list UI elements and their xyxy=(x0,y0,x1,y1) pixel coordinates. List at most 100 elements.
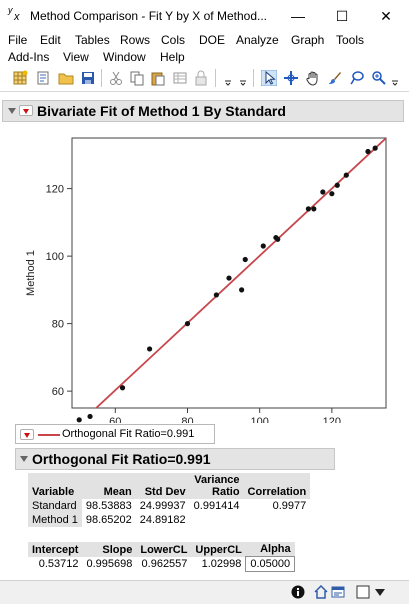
table-cell xyxy=(244,513,311,527)
y-tick-label: 60 xyxy=(52,386,64,398)
lock-icon[interactable] xyxy=(193,70,209,86)
plot-frame xyxy=(71,137,387,409)
y-tick-label: 100 xyxy=(46,251,64,263)
table-cell: 0.53712 xyxy=(38,558,79,570)
report-area: Bivariate Fit of Method 1 By Standard 60… xyxy=(0,93,409,580)
data-point xyxy=(343,172,349,178)
table-header: Correlation xyxy=(243,473,311,499)
data-point xyxy=(311,206,317,212)
data-point xyxy=(260,243,266,249)
section-title: Orthogonal Fit Ratio=0.991 xyxy=(32,451,211,467)
save-icon[interactable] xyxy=(80,70,96,86)
close-button[interactable]: ✕ xyxy=(380,8,392,24)
fit-line-swatch xyxy=(38,434,60,436)
info-icon[interactable] xyxy=(291,585,305,599)
menu-tables[interactable]: Tables xyxy=(75,33,110,47)
table-cell: Method 1 xyxy=(28,513,82,527)
lasso-icon[interactable] xyxy=(349,70,365,86)
menu-tools[interactable]: Tools xyxy=(336,33,365,47)
menu-analyze[interactable]: Analyze xyxy=(236,33,279,47)
brush-icon[interactable] xyxy=(327,70,343,86)
menu-view[interactable]: View xyxy=(63,50,89,64)
crosshair-icon[interactable] xyxy=(283,70,299,86)
alpha-input[interactable]: 0.05000 xyxy=(245,556,296,572)
table-header: Mean xyxy=(81,473,136,499)
table-row: Method 1 98.65202 24.89182 xyxy=(28,513,310,527)
toolbar-separator xyxy=(253,69,254,87)
data-point xyxy=(305,206,312,212)
legend-label: Orthogonal Fit Ratio=0.991 xyxy=(62,428,195,440)
new-script-icon[interactable] xyxy=(35,70,51,86)
orthogonal-stats-table: Variable Mean Std Dev Variance Ratio Cor… xyxy=(28,473,311,527)
table-cell xyxy=(190,513,244,527)
toolbar-overflow-icon[interactable] xyxy=(223,70,233,86)
maximize-button[interactable]: ☐ xyxy=(335,8,349,24)
data-point xyxy=(87,413,93,420)
table-cell: 1.02998 xyxy=(201,558,242,570)
y-tick-label: 120 xyxy=(46,184,64,196)
home-icon[interactable] xyxy=(314,585,328,599)
table-cell: 24.99937 xyxy=(139,500,186,512)
new-data-table-icon[interactable] xyxy=(12,70,28,86)
x-tick-label: 100 xyxy=(250,416,268,423)
x-tick-label: 120 xyxy=(323,416,341,423)
disclosure-icon[interactable] xyxy=(20,456,28,462)
scatter-plot[interactable]: 60801001206080100120StandardMethod 1 xyxy=(0,128,409,423)
toolbar-overflow-icon[interactable] xyxy=(390,70,400,86)
bivariate-outline-header[interactable]: Bivariate Fit of Method 1 By Standard xyxy=(2,100,404,122)
disclosure-icon[interactable] xyxy=(8,108,16,114)
data-table-icon[interactable] xyxy=(172,70,188,86)
window-list-icon[interactable] xyxy=(331,585,345,599)
menu-rows[interactable]: Rows xyxy=(120,33,151,47)
table-cell: 0.962557 xyxy=(141,558,188,570)
status-bar xyxy=(0,580,409,604)
minimize-button[interactable]: — xyxy=(291,8,305,24)
data-point xyxy=(242,256,248,263)
fit-params-table: Intercept Slope LowerCL UpperCL Alpha 0.… xyxy=(28,542,296,572)
toolbar-overflow-icon[interactable] xyxy=(238,70,248,86)
table-cell: 24.89182 xyxy=(139,514,186,526)
hand-grabber-icon[interactable] xyxy=(305,70,321,86)
menu-graph[interactable]: Graph xyxy=(291,33,325,47)
magnifier-icon[interactable] xyxy=(371,70,387,86)
open-folder-icon[interactable] xyxy=(58,70,74,86)
menu-window[interactable]: Window xyxy=(103,50,146,64)
table-header: Std Dev xyxy=(135,473,190,499)
data-point xyxy=(275,236,281,242)
x-tick-label: 60 xyxy=(109,416,121,423)
menu-file[interactable]: File xyxy=(8,33,28,47)
table-cell: 98.65202 xyxy=(85,514,132,526)
menu-cols[interactable]: Cols xyxy=(161,33,186,47)
menu-add-ins[interactable]: Add-Ins xyxy=(8,50,50,64)
table-cell: 0.995698 xyxy=(86,558,133,570)
menu-edit[interactable]: Edit xyxy=(40,33,61,47)
table-row: 0.53712 0.995698 0.962557 1.02998 0.0500… xyxy=(28,556,296,572)
cut-icon[interactable] xyxy=(108,70,124,86)
table-header: UpperCL xyxy=(191,542,246,557)
orthogonal-fit-header[interactable]: Orthogonal Fit Ratio=0.991 xyxy=(15,448,335,470)
y-axis-label: Method 1 xyxy=(25,250,37,296)
red-triangle-menu-icon[interactable] xyxy=(20,429,34,440)
table-cell: Standard xyxy=(28,499,82,513)
report-title: Bivariate Fit of Method 1 By Standard xyxy=(37,103,286,119)
fit-line xyxy=(94,138,386,408)
arrow-cursor-icon[interactable] xyxy=(261,70,277,86)
data-point xyxy=(239,287,245,293)
toolbar-separator xyxy=(101,69,102,87)
table-header: Intercept xyxy=(28,542,83,557)
menu-doe[interactable]: DOE xyxy=(199,33,226,47)
copy-icon[interactable] xyxy=(129,70,145,86)
checkbox-icon[interactable] xyxy=(356,585,370,599)
fit-legend[interactable]: Orthogonal Fit Ratio=0.991 xyxy=(15,424,215,444)
table-cell: 0.991414 xyxy=(193,500,240,512)
paste-icon[interactable] xyxy=(150,70,166,86)
red-triangle-menu-icon[interactable] xyxy=(19,105,33,116)
chevron-down-icon[interactable] xyxy=(375,589,385,596)
table-header: LowerCL xyxy=(136,542,192,557)
table-header: Slope xyxy=(82,542,137,557)
data-point xyxy=(213,292,219,298)
x-tick-label: 80 xyxy=(181,416,193,423)
menu-help[interactable]: Help xyxy=(160,50,185,64)
menu-bar: File Edit Tables Rows Cols DOE Analyze G… xyxy=(0,32,409,66)
